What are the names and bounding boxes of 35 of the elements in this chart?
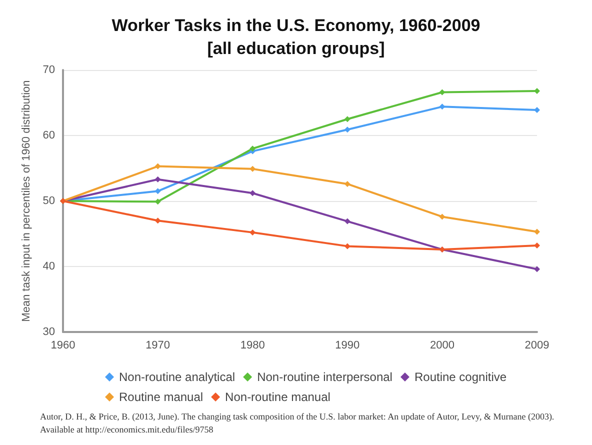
x-tick-label: 1990 <box>335 340 360 352</box>
y-axis-title: Mean task input in percentiles of 1960 distribution <box>20 80 32 322</box>
x-tick-label: 1980 <box>240 340 265 352</box>
x-tick-label: 1960 <box>50 340 76 352</box>
legend-label: Routine cognitive <box>414 370 507 384</box>
x-tick-label: 2009 <box>524 340 550 352</box>
x-tick-label: 1970 <box>146 340 170 352</box>
point <box>534 266 540 272</box>
chart-title: Worker Tasks in the U.S. Economy, 1960-2009 <box>112 16 480 35</box>
point <box>250 146 256 152</box>
point <box>344 218 350 224</box>
point <box>154 218 161 224</box>
legend-label: Non-routine manual <box>225 390 330 404</box>
point <box>534 106 540 113</box>
text: Autor, D. H., & Price, B. (2013, June). The changing task composition of the U.S. labor market: An update of Autor, Levy, & Murnane (2003). <box>40 412 554 422</box>
chart-subtitle: [all education groups] <box>207 39 385 58</box>
x-tick-label: 2000 <box>430 340 454 352</box>
point <box>534 228 540 235</box>
point <box>250 166 256 172</box>
point <box>439 214 446 220</box>
y-tick-label: 60 <box>42 130 55 142</box>
point <box>534 242 540 249</box>
point <box>344 116 350 122</box>
text: Available at http://economics.mit.edu/files/9758 <box>40 424 214 434</box>
point <box>250 190 256 196</box>
y-tick-label: 70 <box>42 64 55 76</box>
point <box>344 126 350 133</box>
point <box>344 243 350 250</box>
point <box>154 176 161 182</box>
legend-label: Routine manual <box>119 390 204 404</box>
y-tick-label: 30 <box>42 326 55 338</box>
legend-label: Non-routine analytical <box>119 370 236 384</box>
y-tick-label: 40 <box>42 260 55 272</box>
legend-label: Non-routine interpersonal <box>257 370 392 384</box>
y-tick-label: 50 <box>42 195 55 207</box>
